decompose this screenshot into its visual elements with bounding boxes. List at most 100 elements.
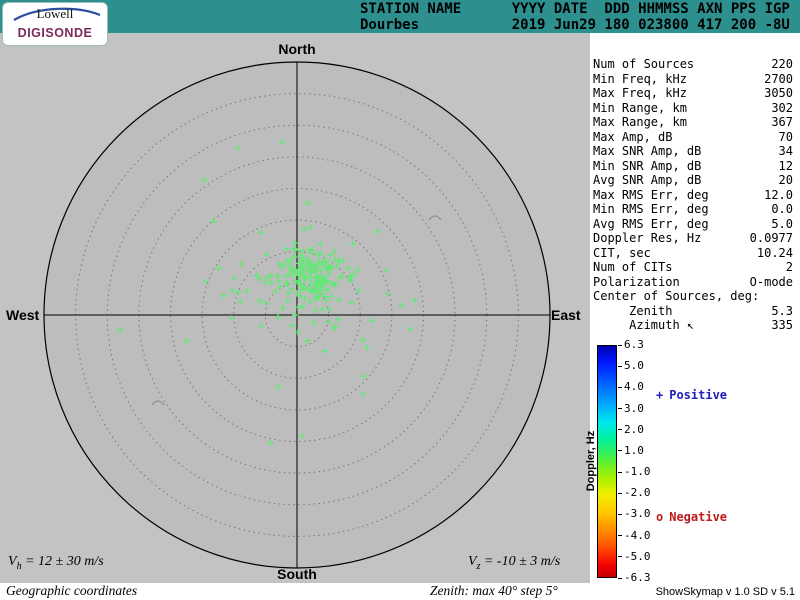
colorbar-tick-label: 4.0 xyxy=(624,380,644,394)
bottom-strip: Geographic coordinates Zenith: max 40° s… xyxy=(0,583,800,600)
station-header-row: STATION NAME YYYY DATE DDD HHMMSS AXN PP… xyxy=(360,1,790,17)
stat-value: 34 xyxy=(778,144,793,158)
stat-label: Max Amp, dB xyxy=(593,129,673,144)
stat-value: 5.3 xyxy=(771,303,793,318)
stat-label: Min Freq, kHz xyxy=(593,71,687,86)
stat-row: Num of Sources 220 xyxy=(593,57,793,72)
stat-row: Avg SNR Amp, dB 20 xyxy=(593,173,793,188)
colorbar-tick-label: 3.0 xyxy=(624,401,644,415)
coordinates-label: Geographic coordinates xyxy=(6,583,138,598)
stat-value: 12 xyxy=(778,158,793,173)
stat-label: CIT, sec xyxy=(593,245,651,260)
positive-legend: + Positive xyxy=(656,388,727,402)
stat-value: O-mode xyxy=(749,274,793,289)
stat-value: 2700 xyxy=(764,71,793,86)
colorbar-tick xyxy=(618,408,622,410)
stat-value: 220 xyxy=(771,57,793,71)
stat-row: Max Range, km 367 xyxy=(593,115,793,130)
colorbar-tick-label: 6.3 xyxy=(624,338,644,351)
stat-row: Num of CITs 2 xyxy=(593,260,793,275)
skymap-panel: North South West East Vh = 12 ± 30 m/s V… xyxy=(0,33,590,583)
stat-value: 3050 xyxy=(764,86,793,100)
colorbar-tick-label: -3.0 xyxy=(624,507,651,521)
colorbar-tick xyxy=(618,492,622,494)
horizontal-velocity-label: Vh = 12 ± 30 m/s xyxy=(8,554,104,572)
vh-symbol: V xyxy=(8,554,17,569)
stat-label: Zenith xyxy=(593,303,673,318)
colorbar-tick xyxy=(618,471,622,473)
stat-value: 2 xyxy=(785,260,793,274)
west-label: West xyxy=(6,307,40,323)
colorbar-gradient xyxy=(597,345,617,578)
east-label: East xyxy=(551,307,581,323)
stat-label: Azimuth ↖ xyxy=(593,318,695,332)
stat-value: 0.0 xyxy=(771,202,793,216)
colorbar-tick xyxy=(618,344,622,346)
stat-row: Azimuth ↖ 335 xyxy=(593,318,793,333)
vz-value: = -10 ± 3 m/s xyxy=(480,554,561,569)
lowell-digisonde-logo: Lowell DIGISONDE xyxy=(2,2,108,46)
stat-row: Min RMS Err, deg 0.0 xyxy=(593,202,793,217)
measurement-stats-panel: Num of Sources 220 Min Freq, kHz 2700 Max Fr… xyxy=(593,57,793,333)
stat-label: Polarization xyxy=(593,274,680,289)
plus-marker-icon: + xyxy=(656,388,664,402)
colorbar-tick xyxy=(618,535,622,537)
zenith-step-label: Zenith: max 40° step 5° xyxy=(430,583,558,598)
stat-value: 70 xyxy=(778,129,793,144)
stat-row: Min Range, km 302 xyxy=(593,101,793,116)
negative-legend: o Negative xyxy=(656,510,727,524)
stat-row: Min SNR Amp, dB 12 xyxy=(593,159,793,174)
stat-row: Max SNR Amp, dB 34 xyxy=(593,144,793,159)
stat-label: Avg RMS Err, deg xyxy=(593,216,709,231)
colorbar-tick-label: 2.0 xyxy=(624,422,644,436)
doppler-colorbar: Doppler, Hz 6.3 5.0 4.0 3.0 2.0 1.0 -1.0 -2.0 -3… xyxy=(585,338,800,588)
stat-row: Doppler Res, Hz 0.0977 xyxy=(593,231,793,246)
colorbar-tick xyxy=(618,429,622,431)
skymap-plot xyxy=(43,61,551,569)
negative-legend-label: Negative xyxy=(669,510,728,524)
north-label: North xyxy=(278,41,316,57)
colorbar-tick-label: -2.0 xyxy=(624,486,651,500)
logo-lowell-text: Lowell xyxy=(36,6,74,21)
positive-legend-label: Positive xyxy=(669,388,728,402)
logo-swoosh-icon xyxy=(13,7,101,21)
colorbar-tick xyxy=(618,556,622,558)
stat-row: CIT, sec 10.24 xyxy=(593,246,793,261)
stat-row: Polarization O-mode xyxy=(593,275,793,290)
stat-value: 0.0977 xyxy=(749,231,793,245)
stat-value: 5.0 xyxy=(771,216,793,231)
stat-label: Doppler Res, Hz xyxy=(593,231,702,245)
colorbar-tick xyxy=(618,513,622,515)
circle-marker-icon: o xyxy=(656,510,664,524)
logo-digisonde-text: DIGISONDE xyxy=(17,26,93,40)
stat-label: Max SNR Amp, dB xyxy=(593,144,702,158)
station-header-block: STATION NAME YYYY DATE DDD HHMMSS AXN PP… xyxy=(360,1,790,33)
stat-label: Max Range, km xyxy=(593,115,687,129)
south-label: South xyxy=(277,566,317,582)
stat-label: Min RMS Err, deg xyxy=(593,202,709,216)
stat-label: Center of Sources, deg: xyxy=(593,289,760,303)
colorbar-tick xyxy=(618,365,622,367)
stat-value: 367 xyxy=(771,115,793,129)
stat-label: Max Freq, kHz xyxy=(593,86,687,100)
stat-label: Min SNR Amp, dB xyxy=(593,158,702,173)
vh-value: = 12 ± 30 m/s xyxy=(21,554,104,569)
stat-row: Max RMS Err, deg 12.0 xyxy=(593,188,793,203)
stat-label: Min Range, km xyxy=(593,100,687,115)
colorbar-tick-label: -4.0 xyxy=(624,528,651,542)
colorbar-tick xyxy=(618,450,622,452)
header-bar xyxy=(0,0,800,33)
stat-label: Num of CITs xyxy=(593,260,673,274)
vertical-velocity-label: Vz = -10 ± 3 m/s xyxy=(468,554,560,572)
colorbar-tick-label: -5.0 xyxy=(624,549,651,563)
stat-value: 302 xyxy=(771,100,793,115)
vz-subscript: z xyxy=(476,560,481,572)
colorbar-tick-label: 5.0 xyxy=(624,359,644,373)
colorbar-tick-label: 1.0 xyxy=(624,443,644,457)
stat-label: Num of Sources xyxy=(593,57,695,71)
stat-row: Max Freq, kHz 3050 xyxy=(593,86,793,101)
station-values-row: Dourbes 2019 Jun29 180 023800 417 200 -8… xyxy=(360,17,790,33)
stat-row: Center of Sources, deg: xyxy=(593,289,793,304)
vh-subscript: h xyxy=(16,560,22,572)
